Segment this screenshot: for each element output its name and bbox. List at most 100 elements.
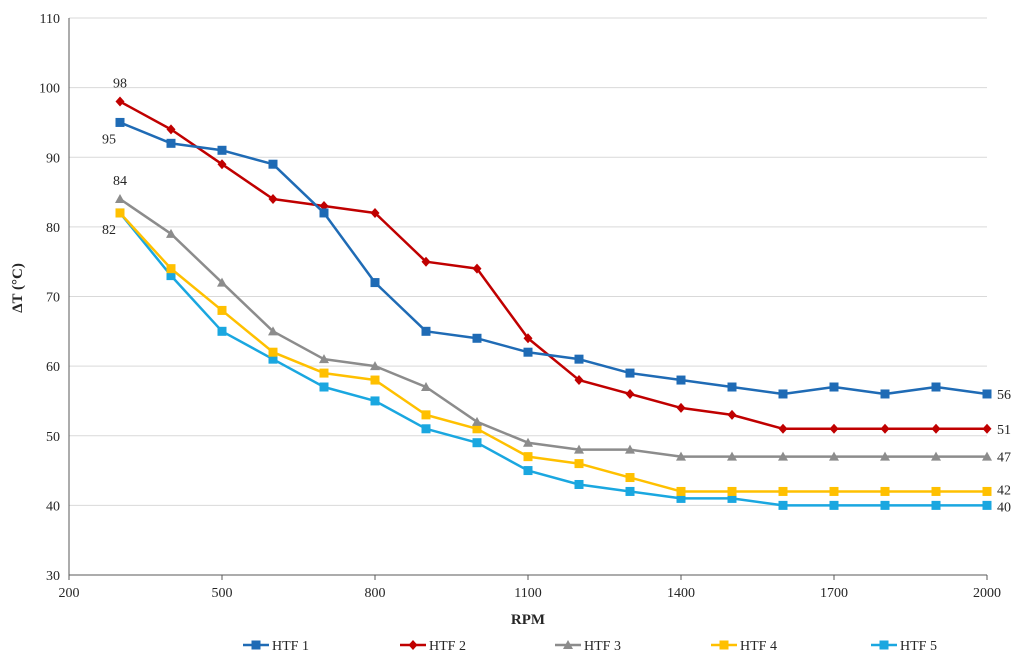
data-point-marker: [574, 354, 584, 364]
data-point-marker: [166, 138, 176, 148]
data-point-marker: [268, 347, 278, 357]
data-point-marker: [523, 466, 533, 476]
data-point-marker: [625, 486, 635, 496]
data-point-marker: [727, 486, 737, 496]
x-tick-label: 2000: [973, 586, 1001, 601]
data-point-marker: [829, 451, 839, 461]
legend-label: HTF 3: [584, 639, 621, 654]
data-point-marker: [829, 382, 839, 392]
series-layer: [115, 96, 992, 510]
data-point-marker: [931, 500, 941, 510]
data-point-marker: [370, 375, 380, 385]
data-point-marker: [115, 208, 125, 218]
data-point-marker: [880, 451, 890, 461]
data-point-marker: [982, 423, 992, 434]
y-tick-label: 90: [46, 151, 60, 166]
data-point-marker: [421, 424, 431, 434]
data-point-marker: [829, 500, 839, 510]
legend-item-htf-5: HTF 5: [871, 639, 937, 654]
data-label: 40: [997, 500, 1011, 515]
data-point-marker: [880, 486, 890, 496]
legend-item-htf-3: HTF 3: [555, 639, 621, 654]
data-point-marker: [778, 451, 788, 461]
data-label: 95: [102, 132, 116, 147]
data-point-marker: [574, 479, 584, 489]
data-point-marker: [421, 256, 431, 267]
y-tick-label: 40: [46, 499, 60, 514]
data-point-marker: [931, 382, 941, 392]
data-label: 98: [113, 77, 127, 92]
data-point-marker: [982, 451, 992, 461]
data-point-marker: [421, 410, 431, 420]
series-htf-2: [115, 96, 992, 434]
data-point-marker: [778, 423, 788, 434]
data-point-marker: [251, 640, 261, 650]
data-point-marker: [472, 438, 482, 448]
data-point-marker: [472, 416, 482, 426]
x-tick-label: 200: [59, 586, 80, 601]
data-point-marker: [727, 382, 737, 392]
data-label: 42: [997, 483, 1011, 498]
data-point-marker: [931, 486, 941, 496]
data-point-marker: [115, 96, 125, 107]
data-point-marker: [982, 500, 992, 510]
data-point-marker: [319, 368, 329, 378]
legend-label: HTF 4: [740, 639, 777, 654]
data-point-marker: [676, 493, 686, 503]
data-point-marker: [727, 493, 737, 503]
legend-item-htf-1: HTF 1: [243, 639, 309, 654]
data-point-marker: [880, 423, 890, 434]
data-point-marker: [931, 451, 941, 461]
data-point-marker: [563, 640, 573, 649]
legend-label: HTF 5: [900, 639, 937, 654]
data-point-marker: [421, 326, 431, 336]
data-point-marker: [523, 452, 533, 462]
data-point-marker: [574, 459, 584, 469]
legend: HTF 1 HTF 2 HTF 3 HTF 4 HTF 5: [243, 639, 937, 654]
data-point-marker: [676, 402, 686, 413]
data-point-marker: [319, 208, 329, 218]
data-point-marker: [472, 333, 482, 343]
data-point-marker: [829, 423, 839, 434]
data-point-marker: [625, 368, 635, 378]
data-point-marker: [268, 354, 278, 364]
data-point-marker: [370, 396, 380, 406]
data-point-marker: [268, 159, 278, 169]
legend-label: HTF 1: [272, 639, 309, 654]
x-tick-label: 800: [365, 586, 386, 601]
data-point-marker: [370, 207, 380, 218]
data-point-marker: [472, 424, 482, 434]
data-point-marker: [676, 375, 686, 385]
data-point-marker: [217, 159, 227, 170]
data-point-marker: [166, 228, 176, 238]
data-point-marker: [574, 375, 584, 386]
y-tick-label: 110: [40, 12, 60, 27]
data-point-marker: [370, 361, 380, 371]
data-point-marker: [727, 409, 737, 420]
data-point-marker: [880, 500, 890, 510]
series-htf-1: [115, 117, 992, 399]
data-point-marker: [676, 451, 686, 461]
x-tick-label: 1100: [514, 586, 541, 601]
data-label: 82: [102, 223, 116, 238]
data-point-marker: [574, 444, 584, 454]
data-point-marker: [523, 333, 533, 344]
data-point-marker: [408, 640, 418, 650]
data-point-marker: [879, 640, 889, 650]
axes: 30 40 50 60 70 80 90 100 110 200 500 800 1100 1400 170…: [39, 12, 1001, 601]
y-tick-label: 80: [46, 221, 60, 236]
data-point-marker: [421, 382, 431, 392]
data-point-marker: [472, 263, 482, 274]
data-point-marker: [166, 271, 176, 281]
data-point-marker: [523, 347, 533, 357]
data-labels: 98 95 84 82 56 51 47 42 40: [102, 77, 1011, 516]
data-label: 56: [997, 388, 1011, 403]
series-htf-4: [115, 208, 992, 496]
legend-label: HTF 2: [429, 639, 466, 654]
legend-item-htf-2: HTF 2: [400, 639, 466, 654]
data-point-marker: [319, 382, 329, 392]
data-point-marker: [370, 278, 380, 288]
data-point-marker: [982, 486, 992, 496]
data-point-marker: [217, 277, 227, 287]
y-axis-title: ΔT (°C): [10, 263, 26, 313]
